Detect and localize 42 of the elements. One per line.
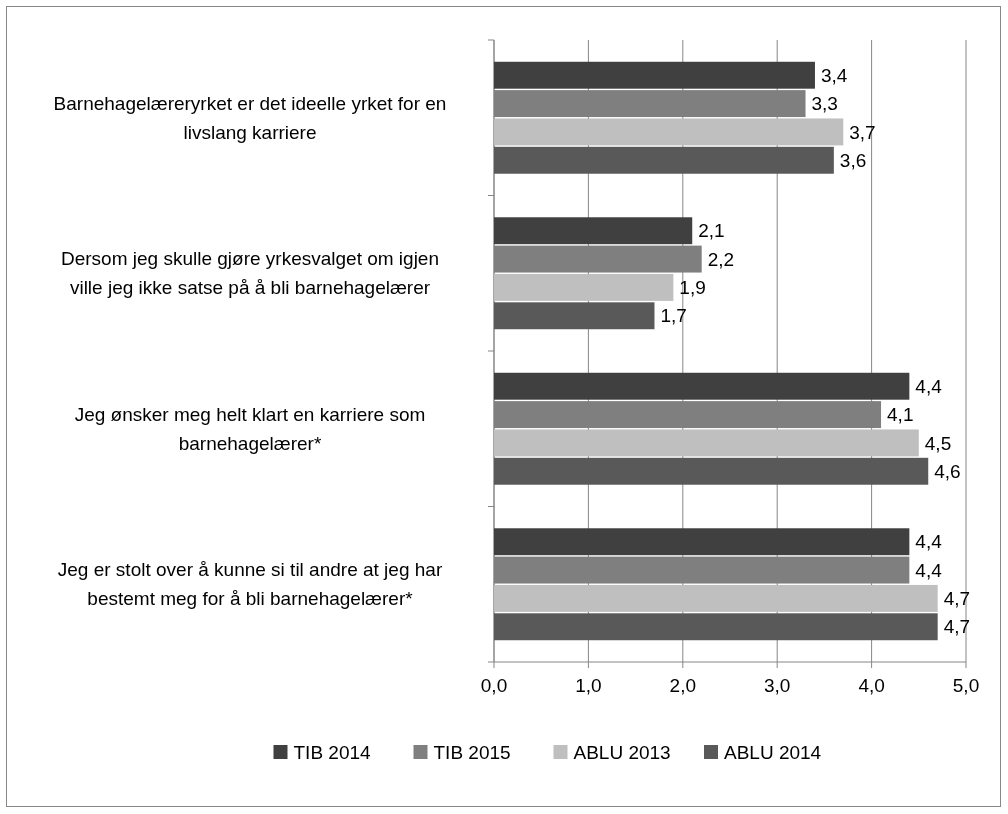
y-tick-label: Jeg er stolt over å kunne si til andre at jeg har bestemt meg for å bli barnehagelærer* [57,559,443,610]
bar [494,118,844,146]
x-tick-label: 5,0 [952,675,980,696]
data-label: 4,1 [887,404,914,426]
x-tick-label: 1,0 [575,675,602,696]
bar [494,302,655,330]
x-tick-label: 4,0 [858,675,885,696]
x-tick-label: 3,0 [763,675,791,696]
data-label: 4,7 [943,616,971,638]
data-label: 4,4 [915,375,943,397]
x-tick-label: 2,0 [669,675,697,696]
legend-label: ABLU 2014 [724,741,822,763]
legend-label: TIB 2015 [433,741,511,763]
data-label: 3,3 [811,93,838,115]
data-label: 2,2 [707,248,735,270]
bar [494,429,919,457]
bar [494,372,910,400]
bar [494,528,910,556]
bar [494,613,938,641]
data-label: 1,7 [660,305,687,327]
data-label: 3,6 [839,149,867,171]
legend-label: ABLU 2013 [573,741,671,763]
bar [494,584,938,612]
bar [494,457,929,485]
data-label: 3,7 [849,121,876,143]
data-label: 1,9 [679,277,706,299]
y-tick-label: Jeg ønsker meg helt klart en karriere som barnehagelærer* [74,403,426,454]
bar [494,217,693,245]
y-tick-label: Barnehagelæreryrket er det ideelle yrket for en livslang karriere [53,92,447,143]
data-label: 3,4 [820,64,848,86]
data-label: 4,6 [934,460,961,482]
data-label: 4,5 [924,432,952,454]
bar [494,61,815,89]
legend-label: TIB 2014 [293,741,372,763]
data-label: 4,4 [915,531,943,553]
data-label: 4,4 [915,559,943,581]
data-label: 2,1 [698,220,725,242]
data-label: 4,7 [943,588,971,610]
bar [494,273,674,301]
bar [494,146,834,174]
y-tick-label: Dersom jeg skulle gjøre yrkesvalget om igjen ville jeg ikke satse på å bli barnehagelærer [60,248,440,299]
x-tick-label: 0,0 [480,675,508,696]
